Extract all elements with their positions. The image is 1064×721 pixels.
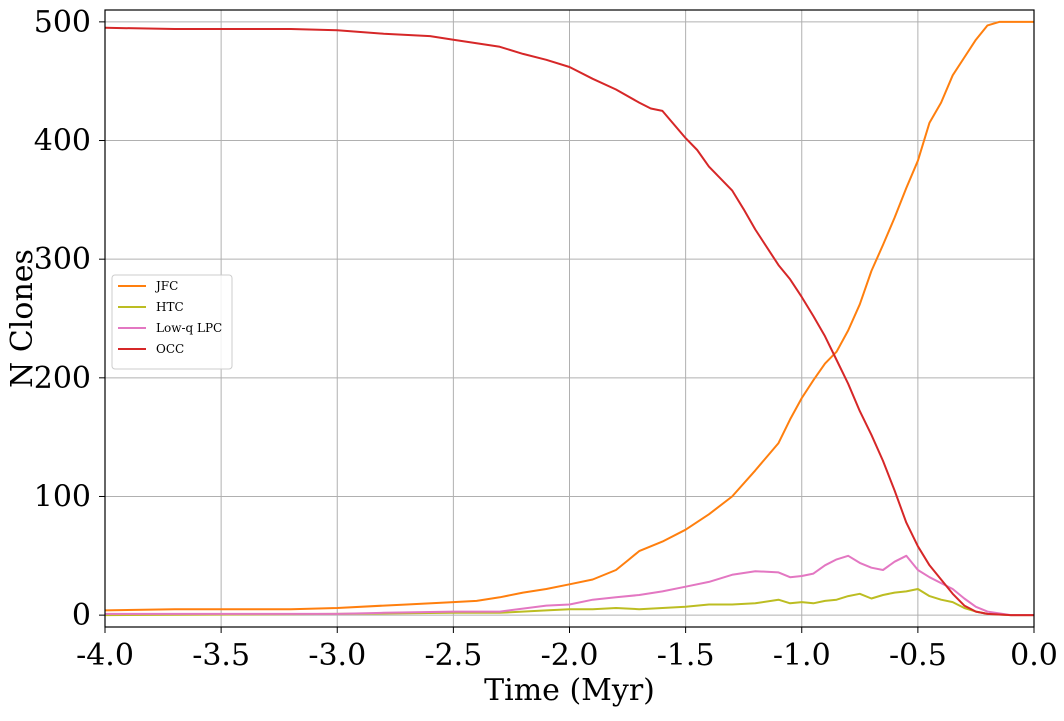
series-line-jfc	[104, 20, 1034, 612]
y-tick-label: 500	[34, 5, 91, 40]
y-tick-label: 200	[34, 361, 91, 396]
legend-label: JFC	[154, 279, 178, 293]
x-tick-label: -1.0	[773, 638, 831, 673]
legend-label: Low-q LPC	[156, 321, 222, 335]
legend-box	[111, 274, 233, 370]
x-tick-label: -0.5	[889, 638, 947, 673]
series-line-htc	[104, 588, 1034, 617]
legend-label: OCC	[156, 342, 184, 356]
x-tick-label: -3.0	[308, 638, 366, 673]
x-tick-label: -4.0	[76, 638, 134, 673]
legend-label: HTC	[156, 300, 184, 314]
series-line-occ	[104, 26, 1034, 617]
legend: JFC HTC Low-q LPC OCC	[111, 274, 233, 370]
y-tick-label: 300	[34, 242, 91, 277]
y-tick-label: 100	[34, 479, 91, 514]
y-axis: 0 100 200 300 400 500	[34, 5, 105, 633]
x-axis: -4.0 -3.5 -3.0 -2.5 -2.0 -1.5 -1.0 -0.5 0.0	[76, 627, 1058, 673]
x-axis-label: Time (Myr)	[484, 673, 655, 708]
x-tick-label: 0.0	[1010, 638, 1058, 673]
x-tick-label: -2.0	[541, 638, 599, 673]
y-tick-label: 400	[34, 124, 91, 159]
y-axis-label: N Clones	[5, 249, 40, 388]
y-tick-label: 0	[72, 598, 91, 633]
series-line-low-q-lpc	[105, 554, 1034, 617]
x-tick-label: -3.5	[192, 638, 250, 673]
x-tick-label: -2.5	[424, 638, 482, 673]
series-lines	[104, 20, 1034, 617]
grid	[104, 10, 1035, 627]
x-tick-label: -1.5	[657, 638, 715, 673]
